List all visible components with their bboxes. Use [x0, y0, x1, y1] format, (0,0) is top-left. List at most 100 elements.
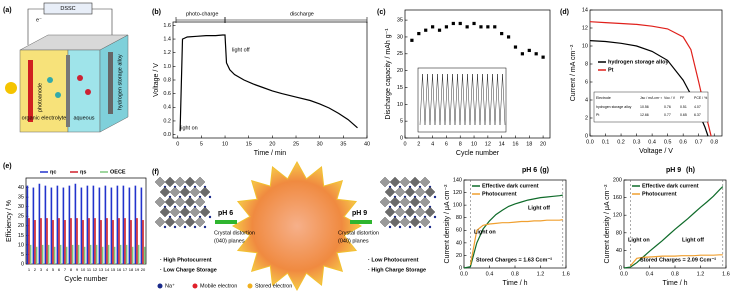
bar [52, 220, 54, 264]
crystal-octahedron [169, 186, 181, 198]
x-tick-label: 17 [123, 267, 128, 272]
y-tick-label: 20 [18, 223, 24, 229]
electron-label: e⁻ [36, 17, 42, 23]
x-tick-label: 15 [111, 267, 116, 272]
panel-f: (f) pH 6 pH 9 Crystal distortion (040) p… [152, 160, 437, 292]
y-axis-title: Current / mA cm⁻² [570, 44, 577, 101]
data-point [417, 31, 421, 36]
x-tick-label: 0 [176, 141, 179, 147]
x-tick-label: 8 [459, 141, 462, 147]
y-tick-label: 25 [18, 214, 24, 220]
data-point [541, 55, 545, 59]
y-tick-label: 6 [585, 79, 588, 85]
bar [124, 218, 126, 264]
photoanode-label: photoanode [37, 83, 43, 112]
y-tick-label: 12 [582, 25, 588, 31]
bar [116, 185, 119, 264]
y-tick-label: 0 [585, 133, 588, 139]
legend-label: Effective dark current [482, 183, 539, 189]
bar [100, 220, 102, 264]
crystal-octahedron [189, 186, 201, 198]
crystal-octahedron [419, 216, 431, 228]
crystal-octahedron [159, 186, 171, 198]
x-axis-title: Voltage / V [639, 148, 673, 155]
bar [74, 183, 77, 264]
crystal-octahedron [184, 196, 196, 208]
bar [142, 220, 144, 264]
x-axis-title: Cycle number [456, 150, 500, 157]
legend-label: Na⁺ [165, 282, 175, 289]
x-tick-label: 3 [40, 267, 43, 272]
na-ion [398, 225, 402, 229]
y-tick-label: 15 [18, 233, 24, 239]
legend-label: hydrogen storage alloy [608, 59, 669, 65]
bar [110, 187, 113, 264]
y-tick-label: 25 [397, 51, 403, 57]
crystal-octahedron [164, 176, 176, 188]
y-tick-label: 35 [397, 18, 403, 24]
x-tick-label: 0.8 [511, 271, 519, 277]
x-tick-label: 10 [471, 141, 477, 147]
y-tick-label: 200 [613, 177, 622, 183]
y-axis-title: Current density / μA cm⁻² [604, 184, 611, 264]
crystal-octahedron [154, 196, 166, 208]
bar [118, 218, 120, 264]
crystal-octahedron [189, 206, 201, 218]
crystal-octahedron [154, 176, 166, 188]
panel-label: (a) [3, 7, 12, 14]
x-tick-label: 0.0 [460, 271, 468, 277]
crystal-octahedron [414, 206, 426, 218]
x-tick-label: 10 [222, 141, 228, 147]
x-tick-label: 15 [246, 141, 252, 147]
y-tick-label: 0 [619, 265, 622, 271]
y-tick-label: 1.6 [163, 23, 171, 29]
table-cell: 0.65 [680, 113, 687, 117]
y-tick-label: 15 [397, 85, 403, 91]
x-tick-label: 0.6 [679, 139, 687, 145]
table-cell: 10.56 [640, 105, 649, 109]
bar [95, 244, 98, 264]
y-tick-label: 20 [397, 68, 403, 74]
y-tick-label: 140 [453, 177, 462, 183]
table-cell: Pt [596, 113, 599, 117]
y-tick-label: 0.4 [163, 105, 171, 111]
annotation: photo-charge [186, 11, 218, 17]
x-tick-label: 0.4 [486, 271, 494, 277]
x-tick-label: 10 [81, 267, 86, 272]
y-tick-label: 1.2 [163, 50, 171, 56]
data-point [458, 21, 462, 26]
bar [44, 185, 47, 264]
y-tick-label: 10 [18, 242, 24, 248]
legend-dot [157, 283, 163, 289]
table-header: PCE / % [694, 96, 707, 100]
x-tick-label: 5 [200, 141, 203, 147]
panel-label: (c) [377, 9, 386, 16]
y-tick-label: 5 [400, 119, 403, 125]
x-tick-label: 0.4 [648, 139, 656, 145]
ph-bar [215, 220, 237, 224]
bar [131, 246, 134, 264]
crystal-octahedron [409, 176, 421, 188]
crystal-octahedron [164, 196, 176, 208]
na-ion [163, 225, 167, 229]
bar [32, 187, 35, 264]
x-tick-label: 8 [70, 267, 73, 272]
x-tick-label: 14 [105, 267, 110, 272]
table-cell: 4.07 [694, 105, 701, 109]
inset-curve [419, 73, 506, 126]
panel-label: (d) [560, 9, 569, 16]
y-tick-label: 0.0 [163, 132, 171, 138]
bar [113, 246, 116, 264]
bar [76, 218, 78, 264]
bar [38, 183, 41, 264]
x-tick-label: 16 [117, 267, 122, 272]
bar [56, 185, 59, 264]
na-ion [173, 225, 177, 229]
alloy-label: hydrogen storage alloy [117, 54, 123, 110]
ion [85, 89, 91, 95]
x-tick-label: 4 [46, 267, 49, 272]
bar [40, 218, 42, 264]
annotation: light on [180, 125, 198, 131]
table-cell: 0.76 [664, 105, 671, 109]
crystal-octahedron [194, 176, 206, 188]
